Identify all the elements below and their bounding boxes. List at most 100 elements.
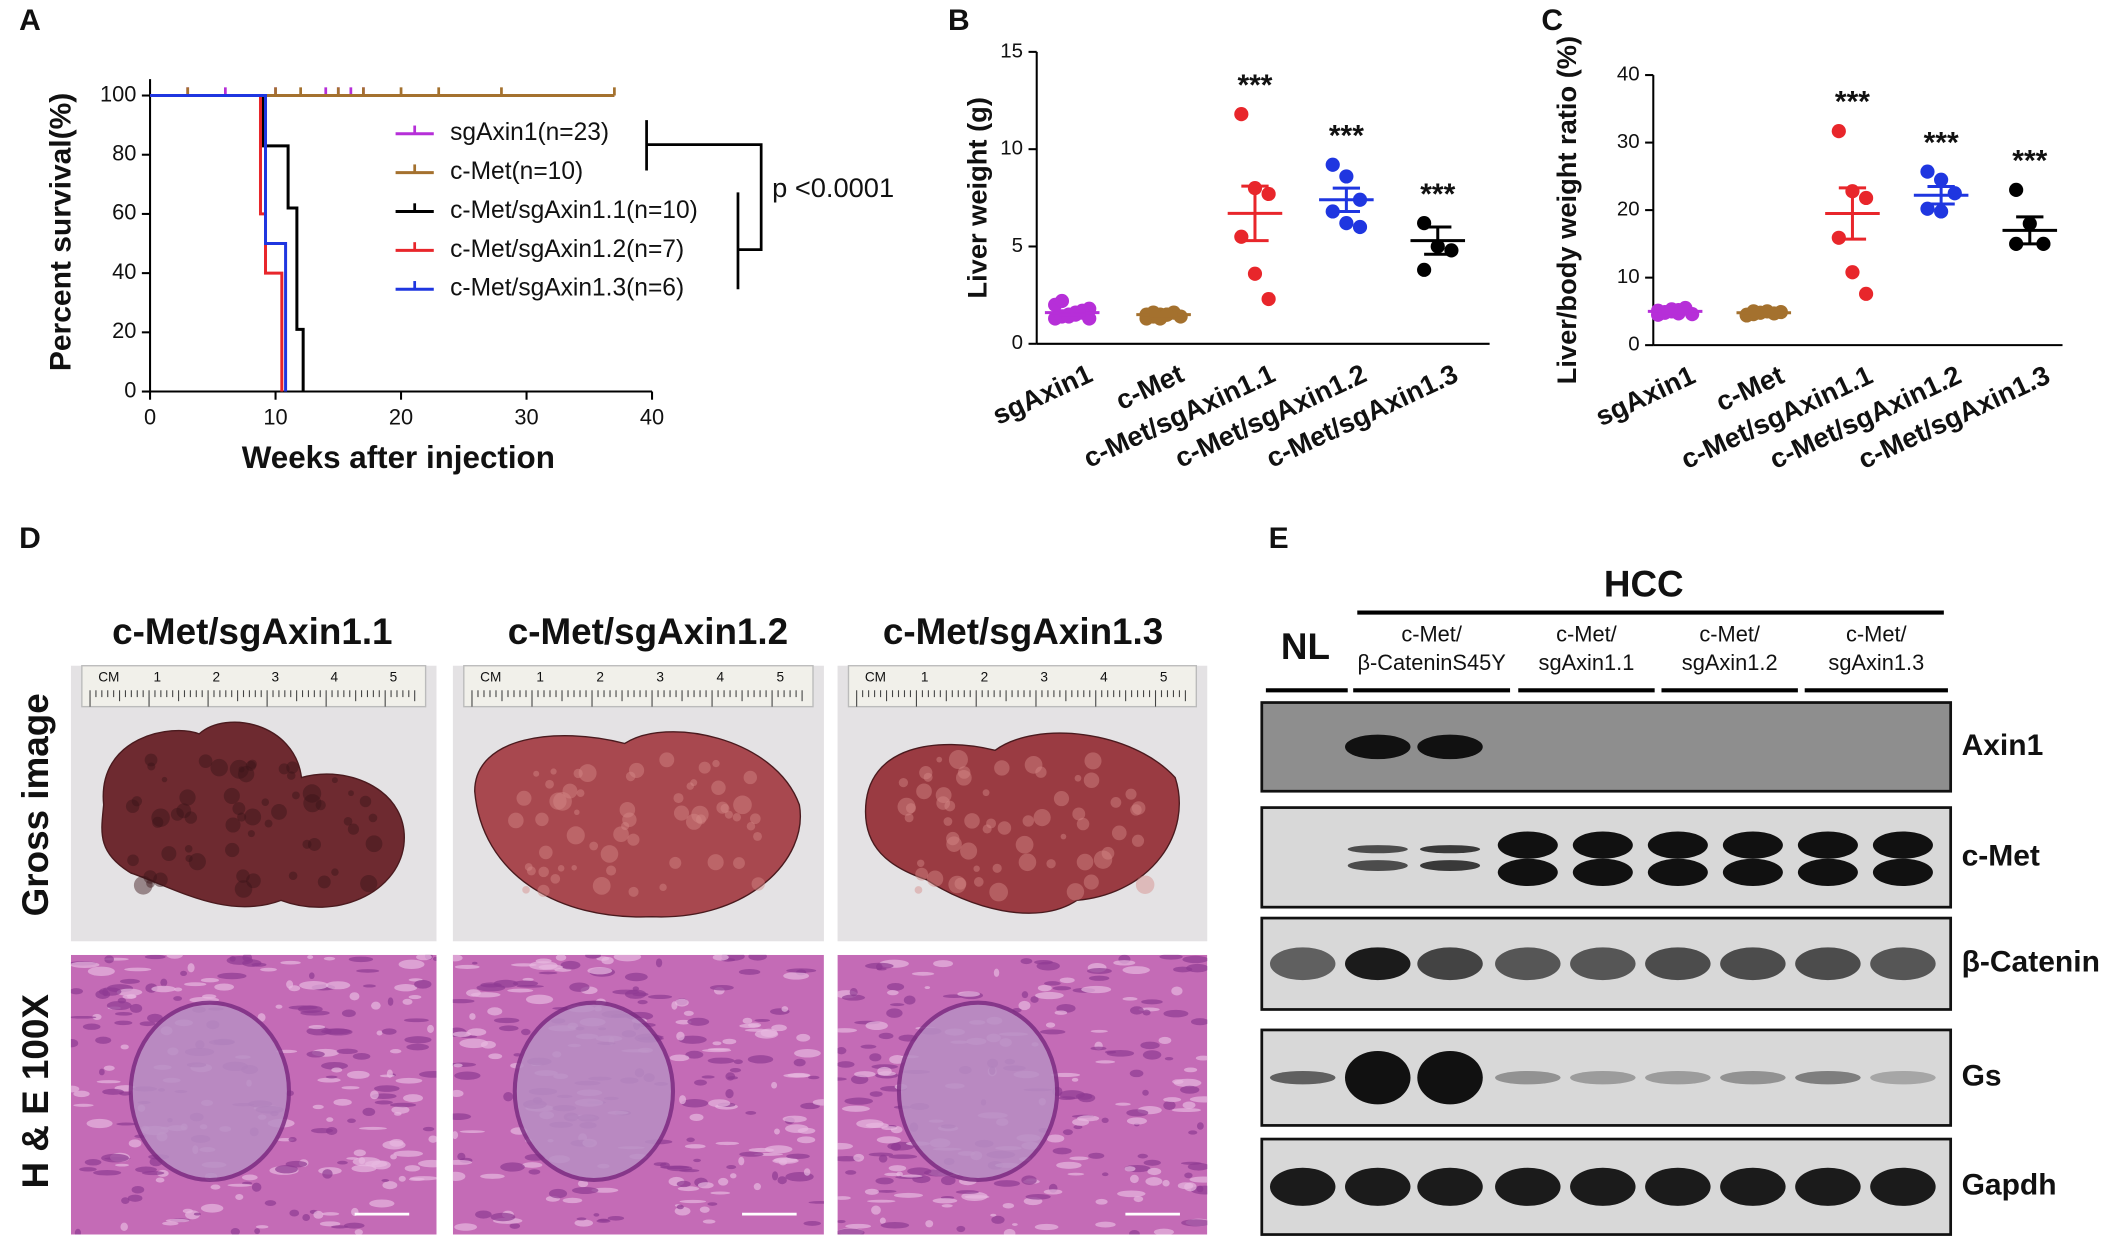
histology-texture (613, 954, 642, 962)
histology-texture (1069, 1156, 1089, 1161)
histology-texture (321, 1061, 348, 1070)
histology-texture (1183, 1067, 1198, 1073)
band (1870, 1070, 1936, 1085)
band (1570, 1070, 1636, 1085)
liver-texture (550, 873, 561, 884)
liver-texture (695, 814, 706, 825)
histology-texture (925, 1220, 934, 1228)
histology-texture (1034, 959, 1053, 965)
band (1645, 1070, 1711, 1085)
data-point (1920, 164, 1935, 179)
histology-texture (812, 1099, 824, 1106)
liver-texture (592, 876, 611, 895)
histology-texture (379, 1074, 395, 1078)
histology-texture (343, 1222, 365, 1229)
histology-texture (1052, 1147, 1072, 1155)
histology-texture (1073, 1125, 1083, 1130)
liver-texture (539, 845, 553, 860)
error-bar (1058, 309, 1086, 317)
liver-texture (914, 886, 923, 894)
histology-texture (1141, 999, 1163, 1005)
histology-texture (398, 1175, 406, 1182)
panel-letter: D (19, 522, 41, 555)
histology-texture (1081, 985, 1112, 994)
histology-texture (535, 958, 552, 964)
histology-texture (92, 1013, 102, 1021)
histology-texture (1046, 1134, 1065, 1143)
histology-texture (525, 994, 554, 1005)
band (1872, 858, 1933, 887)
band (1797, 858, 1858, 887)
band (1495, 1070, 1561, 1085)
histology-texture (888, 1154, 918, 1159)
group-label: β-CateninS45Y (1357, 650, 1506, 675)
data-point (1947, 186, 1962, 201)
histology-texture (394, 984, 418, 992)
liver-texture (151, 808, 170, 827)
histology-texture (865, 1021, 888, 1031)
histology-texture (454, 964, 480, 969)
liver-texture (188, 853, 206, 871)
protein-label: Gs (1962, 1060, 2002, 1093)
ruler-label: 2 (981, 670, 989, 685)
protein-label: Axin1 (1962, 729, 2044, 762)
liver-texture (982, 789, 990, 797)
histology-texture (1030, 996, 1039, 1003)
ruler-label: 1 (536, 670, 544, 685)
data-point (1858, 286, 1874, 301)
histology-texture (956, 1225, 966, 1233)
liver-texture (131, 796, 143, 807)
ruler-label: 4 (716, 670, 724, 685)
histology-texture (793, 1058, 806, 1067)
histology-texture (886, 1008, 903, 1018)
histology-texture (771, 1171, 779, 1181)
histology-texture (786, 968, 817, 973)
histology-texture (115, 1163, 130, 1167)
histology-texture (1181, 1219, 1208, 1227)
band (1795, 947, 1861, 981)
histology-texture (1142, 1050, 1162, 1060)
histology-texture (422, 1126, 435, 1132)
histology-texture (742, 1017, 753, 1024)
data-point (1934, 172, 1949, 187)
y-tick-label: 20 (1617, 198, 1640, 221)
histology-texture (1071, 1077, 1079, 1082)
histology-texture (466, 989, 481, 997)
data-point (1831, 124, 1846, 139)
histology-texture (73, 1090, 90, 1098)
histology-texture (103, 1065, 115, 1071)
error-bar (2016, 215, 2044, 246)
liver-texture (989, 882, 1009, 902)
histology-texture (860, 1044, 877, 1049)
histology-texture (185, 1210, 200, 1220)
liver-texture (905, 803, 917, 814)
histology-texture (701, 1075, 715, 1079)
histology-texture (387, 997, 394, 1006)
histology-texture (1182, 955, 1208, 964)
liver-texture (621, 821, 630, 831)
liver-texture (1131, 834, 1145, 847)
histology-texture (362, 1107, 376, 1117)
liver-texture (549, 792, 567, 810)
liver-texture (348, 790, 354, 797)
histology-texture (129, 1003, 143, 1013)
band (1720, 947, 1786, 981)
y-tick-label: 15 (1000, 39, 1023, 62)
data-point (1234, 107, 1249, 122)
liver-texture (973, 865, 980, 872)
histology-texture (96, 1080, 121, 1084)
histology-texture (807, 1075, 820, 1080)
y-axis-label: Liver weight (g) (962, 97, 993, 298)
liver-texture (1125, 788, 1137, 800)
histology-texture (991, 1215, 1005, 1224)
protein-label: Gapdh (1962, 1169, 2057, 1202)
histology-texture (1163, 1100, 1176, 1111)
group-label: sgAxin1.2 (1682, 650, 1778, 675)
x-tick-label: sgAxin1 (988, 358, 1097, 431)
liver-texture (553, 791, 572, 811)
histology-texture (722, 1038, 737, 1045)
liver (101, 721, 405, 908)
histology-texture (498, 1025, 519, 1032)
histology-texture (1077, 1115, 1100, 1122)
